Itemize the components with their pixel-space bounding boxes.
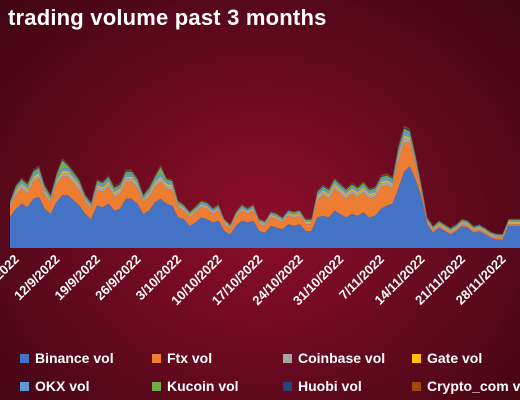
legend-swatch	[20, 353, 29, 363]
legend-item: Ftx vol	[152, 350, 212, 366]
x-axis-ticks: 5/9/202212/9/202219/9/202226/9/20223/10/…	[0, 252, 509, 309]
legend-label: OKX vol	[35, 378, 90, 394]
legend-swatch	[20, 381, 29, 391]
legend-item: Kucoin vol	[152, 378, 239, 394]
plot-area: 5/9/202212/9/202219/9/202226/9/20223/10/…	[0, 125, 520, 309]
series-area-1	[10, 166, 520, 248]
legend-label: Huobi vol	[298, 378, 362, 394]
legend-label: Gate vol	[427, 350, 483, 366]
legend-label: Coinbase vol	[298, 350, 386, 366]
legend-label: Ftx vol	[167, 350, 213, 366]
legend-item: Huobi vol	[283, 378, 362, 394]
legend: Binance vol Ftx vol Coinbase vol Gate vol OK…	[0, 340, 520, 400]
legend-swatch	[283, 381, 292, 391]
legend-swatch	[412, 353, 421, 363]
legend-label: Kucoin vol	[167, 378, 239, 394]
legend-item: Coinbase vol	[283, 350, 385, 366]
area-layers	[10, 125, 520, 248]
legend-item: Crypto_com vol	[412, 378, 520, 394]
legend-item: OKX vol	[20, 378, 89, 394]
legend-label: Binance vol	[35, 350, 114, 366]
legend-swatch	[152, 381, 161, 391]
legend-item: Binance vol	[20, 350, 114, 366]
legend-item: Gate vol	[412, 350, 482, 366]
chart-title: trading volume past 3 months	[8, 5, 327, 30]
legend-swatch	[152, 353, 161, 363]
legend-label: Crypto_com vol	[427, 378, 520, 394]
legend-swatch	[283, 353, 292, 363]
legend-swatch	[412, 381, 421, 391]
